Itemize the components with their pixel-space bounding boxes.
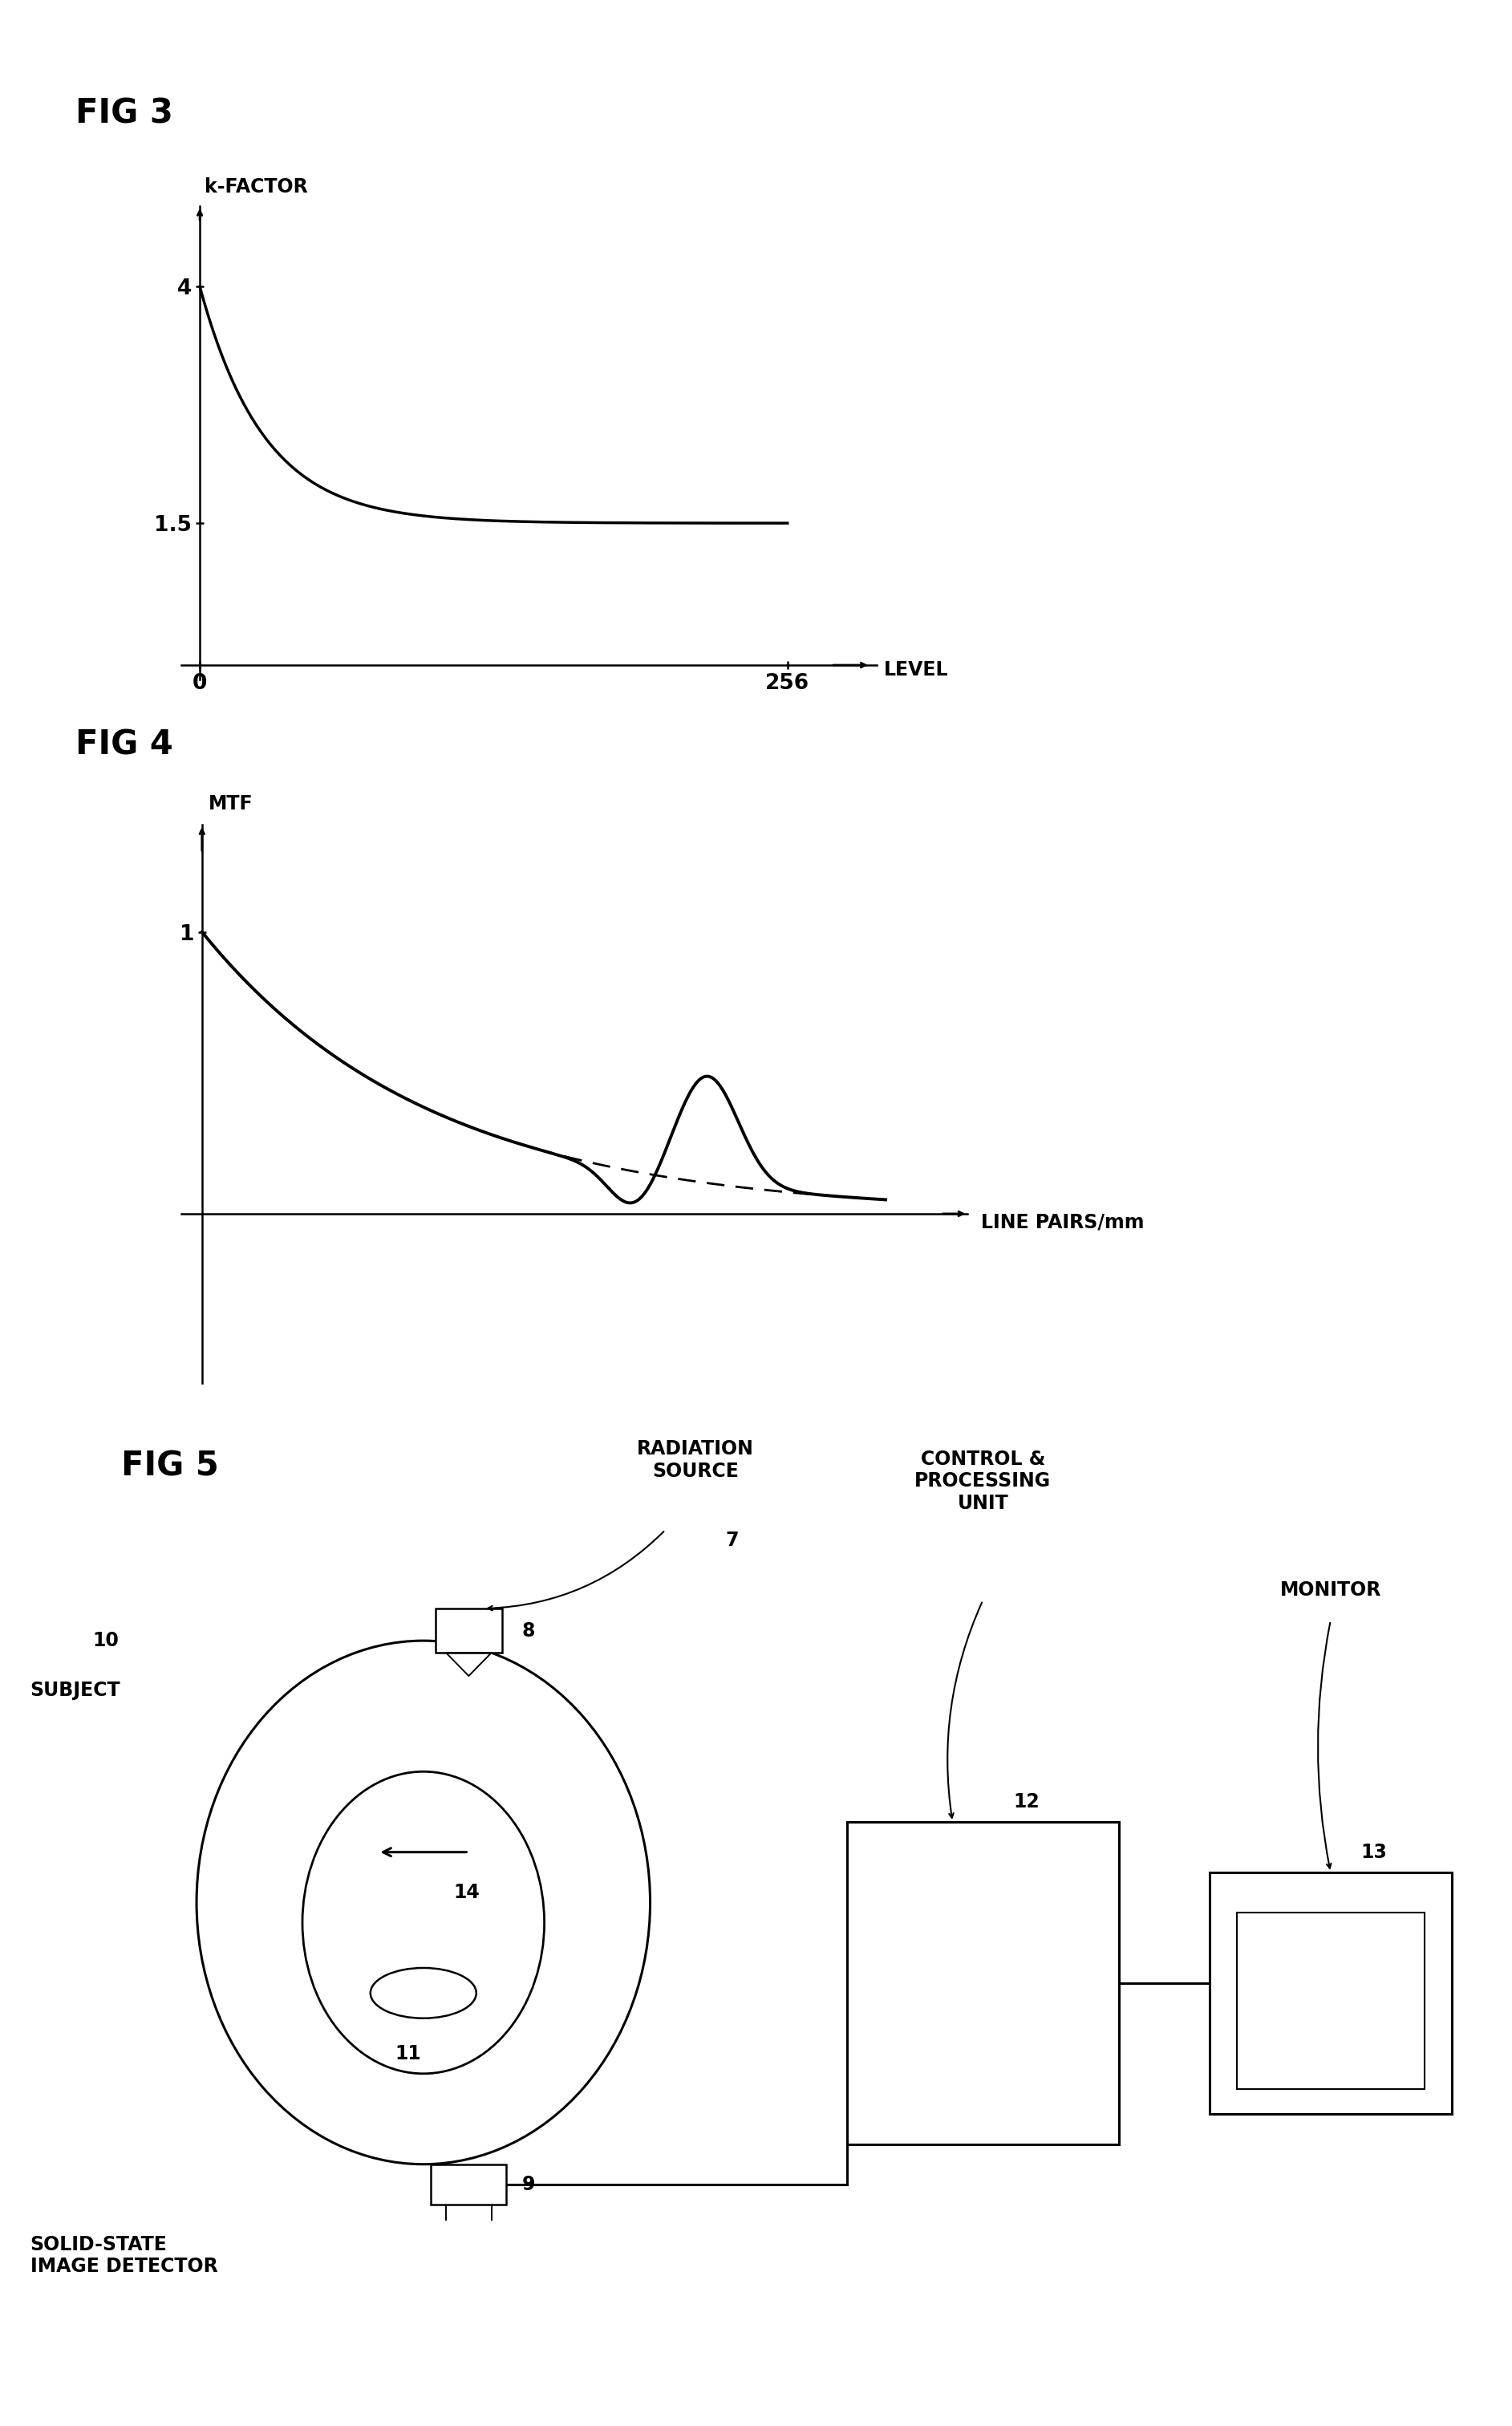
Text: 12: 12 (1013, 1793, 1039, 1812)
Bar (1210, 1873, 1452, 2113)
Text: FIG 5: FIG 5 (121, 1448, 219, 1482)
Text: MTF: MTF (209, 793, 254, 813)
Text: 13: 13 (1361, 1844, 1387, 1863)
Text: FIG 4: FIG 4 (76, 728, 174, 762)
Bar (431, 2164, 507, 2205)
Text: 9: 9 (522, 2174, 535, 2193)
Text: 11: 11 (395, 2043, 422, 2062)
Bar (1237, 1912, 1424, 2089)
Bar (847, 1822, 1119, 2145)
Text: SUBJECT: SUBJECT (30, 1681, 121, 1701)
Text: MONITOR: MONITOR (1279, 1579, 1382, 1599)
Text: FIG 3: FIG 3 (76, 97, 174, 131)
Bar (435, 1608, 502, 1652)
Text: 7: 7 (726, 1531, 739, 1550)
Text: 14: 14 (454, 1883, 479, 1902)
Text: RADIATION
SOURCE: RADIATION SOURCE (637, 1439, 754, 1480)
Text: SOLID-STATE
IMAGE DETECTOR: SOLID-STATE IMAGE DETECTOR (30, 2234, 218, 2276)
Text: CONTROL &
PROCESSING
UNIT: CONTROL & PROCESSING UNIT (915, 1448, 1051, 1514)
Text: 10: 10 (92, 1630, 119, 1650)
Text: LEVEL: LEVEL (885, 660, 948, 679)
Text: LINE PAIRS/mm: LINE PAIRS/mm (981, 1213, 1145, 1232)
Text: k-FACTOR: k-FACTOR (204, 177, 307, 197)
Text: 8: 8 (522, 1621, 535, 1640)
